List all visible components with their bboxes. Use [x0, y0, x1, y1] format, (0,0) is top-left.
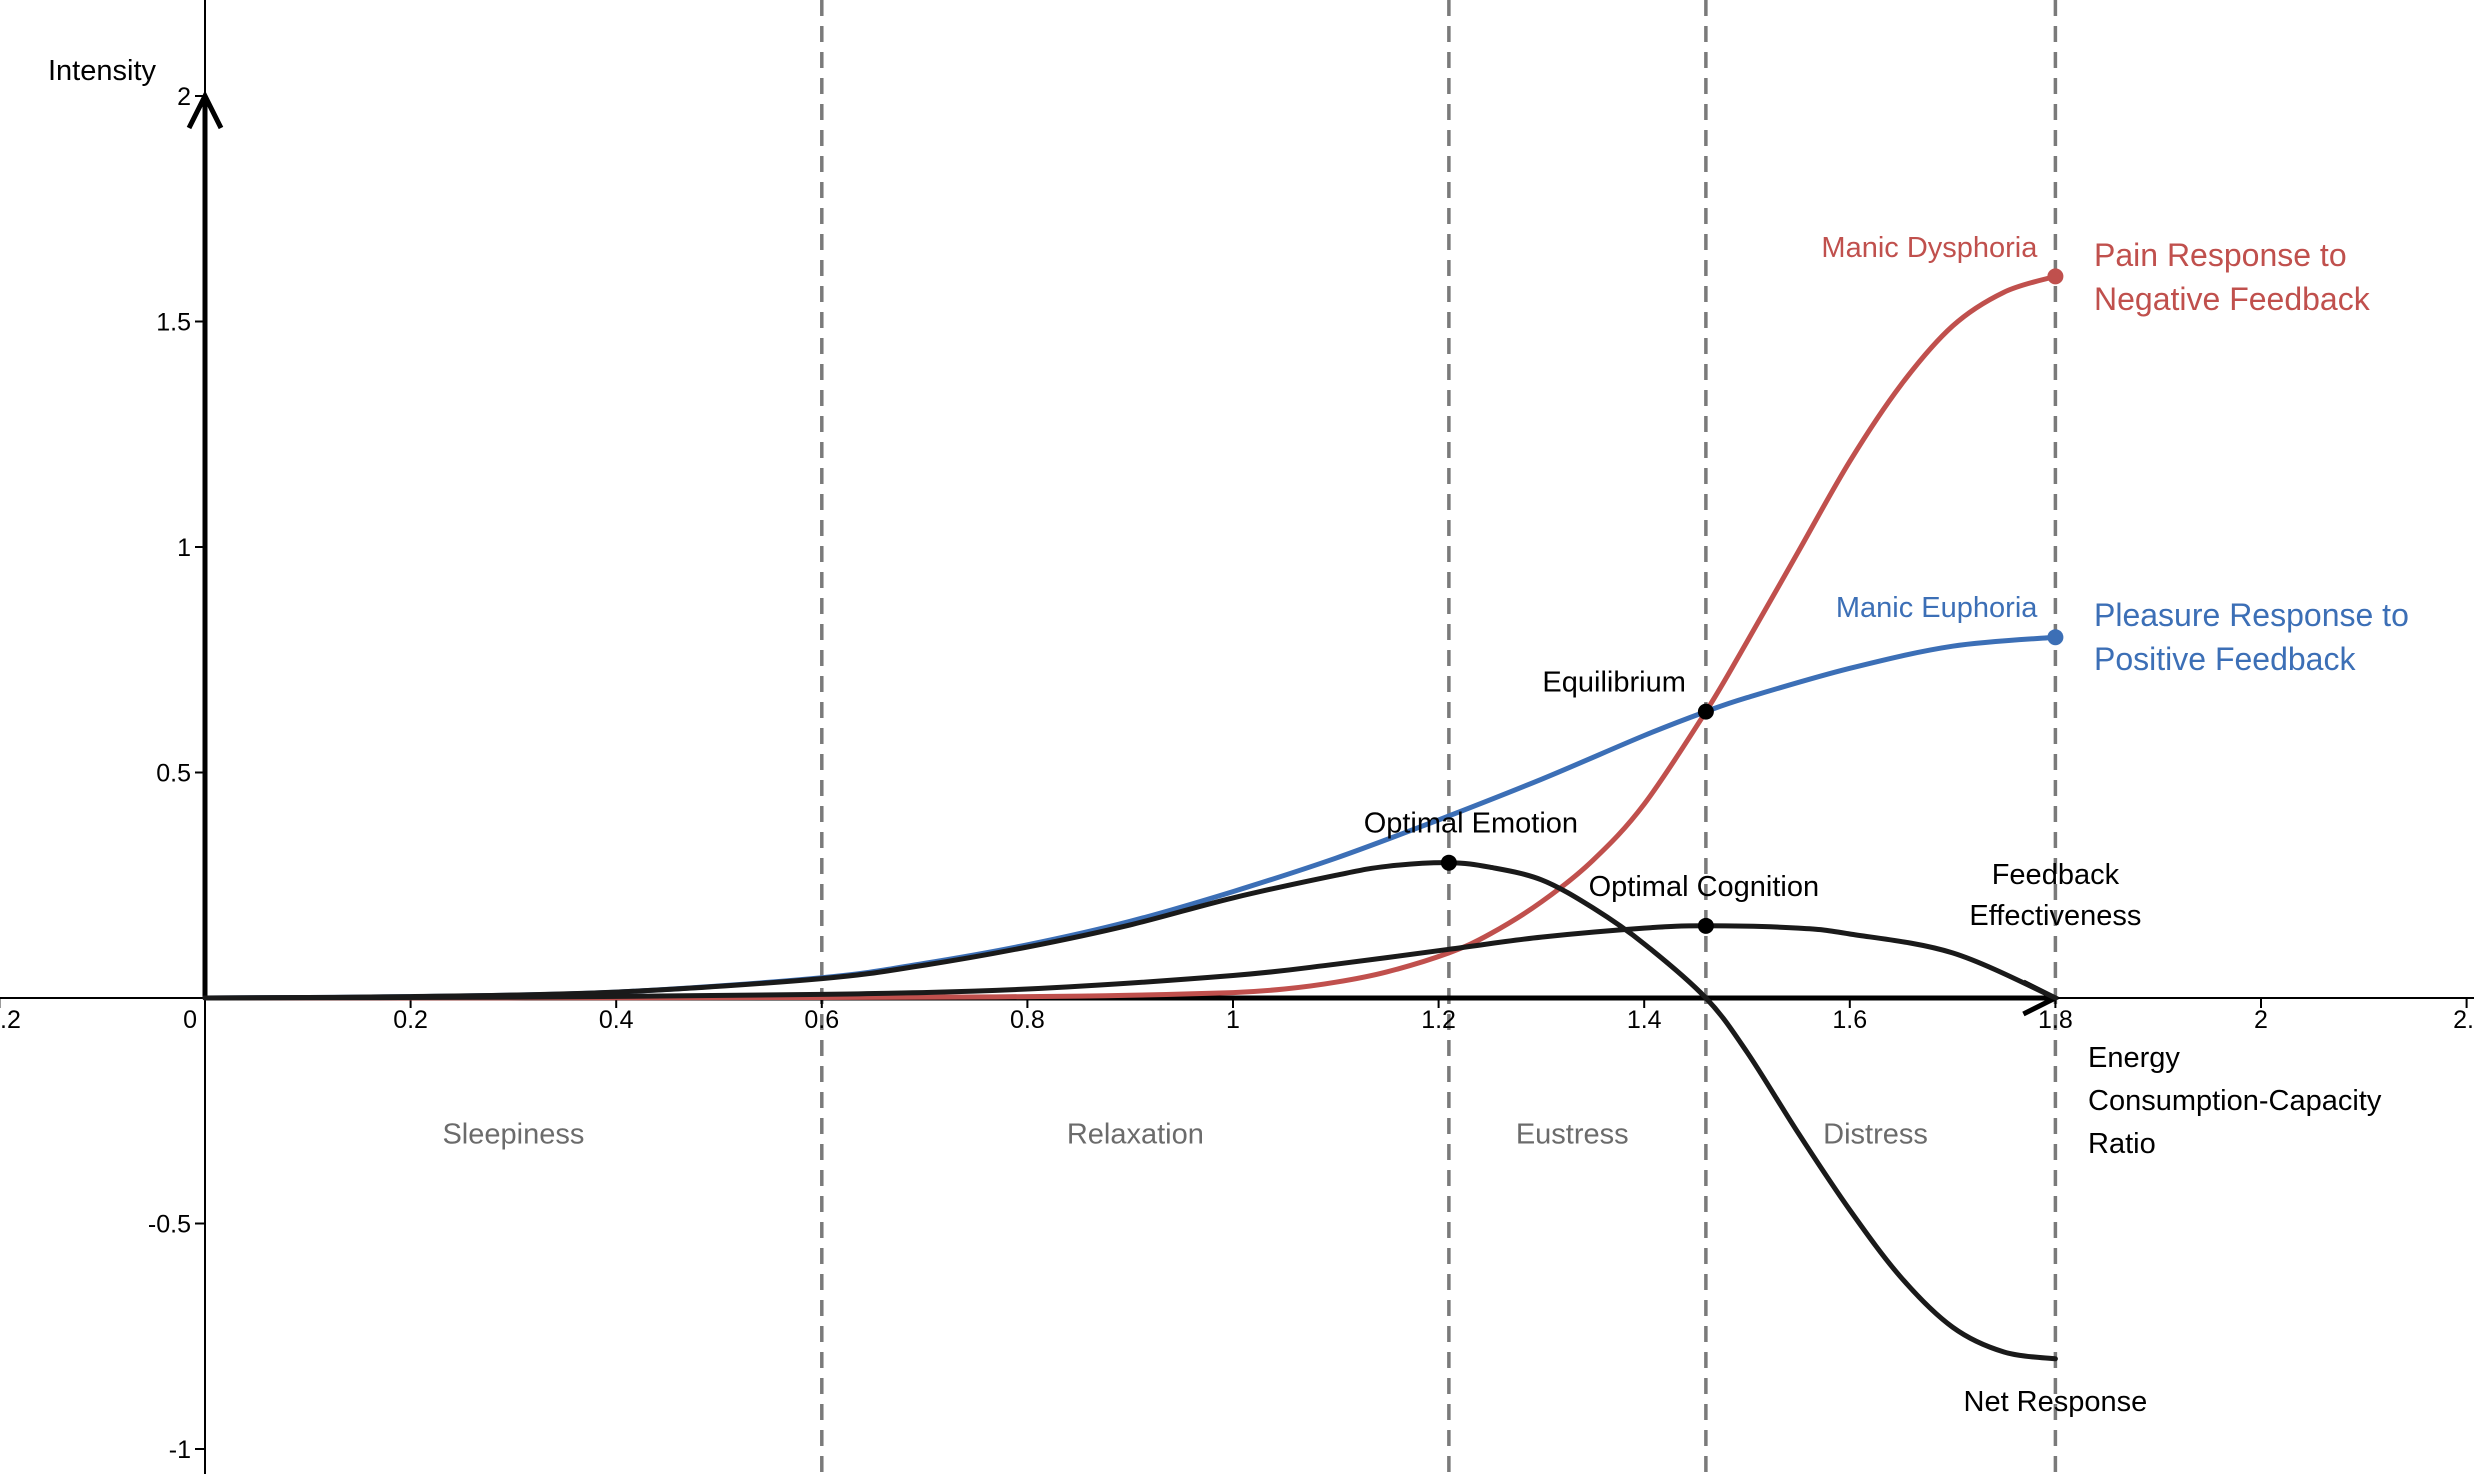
region-label-relaxation: Relaxation	[1067, 1118, 1204, 1150]
chart-labels: Intensity Energy Consumption-Capacity Ratio…	[48, 55, 2409, 1418]
x-tick-label: 0	[183, 1006, 197, 1034]
point-marker-3	[2047, 268, 2064, 285]
y-axis-title: Intensity	[48, 55, 156, 87]
y-tick-label: 2	[177, 83, 191, 111]
x-tick-label: 2.	[2453, 1006, 2474, 1034]
pain-response-line	[202, 273, 2058, 1001]
pleasure-response-line	[202, 634, 2058, 1001]
pain-response-label: Pain Response to	[2094, 237, 2347, 273]
x-tick-label: 0.2	[393, 1006, 428, 1034]
x-tick-label: 1	[1226, 1006, 1240, 1034]
net-response-line	[202, 860, 2058, 1362]
x-tick-label: 0.6	[804, 1006, 839, 1034]
region-label-sleepiness: Sleepiness	[442, 1118, 584, 1150]
pleasure-response-label: Pleasure Response to	[2094, 597, 2409, 633]
x-tick-label: 2	[2254, 1006, 2268, 1034]
x-tick-label: 0.4	[599, 1006, 634, 1034]
annotation-manic-dysphoria: Manic Dysphoria	[1821, 232, 2038, 264]
series-lines	[202, 273, 2058, 1362]
region-label-eustress: Eustress	[1516, 1118, 1629, 1150]
point-marker-4	[2047, 629, 2064, 646]
annotation-optimal-cognition: Optimal Cognition	[1589, 871, 1820, 903]
feedback-effectiveness-label: Feedback	[1992, 859, 2120, 891]
y-tick-label: 1.5	[156, 309, 191, 337]
pleasure-response-label: Positive Feedback	[2094, 641, 2356, 677]
net-response-label: Net Response	[1964, 1386, 2148, 1418]
x-tick-label: 1.6	[1832, 1006, 1867, 1034]
annotation-equilibrium: Equilibrium	[1542, 667, 1685, 699]
region-label-distress: Distress	[1823, 1118, 1928, 1150]
point-marker-0	[1697, 703, 1714, 720]
point-marker-2	[1697, 917, 1714, 934]
y-tick-label: 1	[177, 534, 191, 562]
x-tick-label: .2	[0, 1006, 21, 1034]
pain-response-label: Negative Feedback	[2094, 281, 2371, 317]
y-tick-label: -0.5	[148, 1211, 191, 1239]
annotation-optimal-emotion: Optimal Emotion	[1364, 808, 1578, 840]
x-tick-label: 1.4	[1627, 1006, 1662, 1034]
x-axis-title-line: Ratio	[2088, 1128, 2156, 1160]
x-tick-label: 0.8	[1010, 1006, 1045, 1034]
y-tick-label: -1	[169, 1436, 191, 1464]
x-tick-label: 1.8	[2038, 1006, 2073, 1034]
key-points	[1440, 268, 2064, 934]
feedback-effectiveness-label: Effectiveness	[1969, 900, 2141, 932]
x-axis-title-line: Consumption-Capacity	[2088, 1085, 2382, 1117]
point-marker-1	[1440, 854, 1457, 871]
x-tick-label: 1.2	[1421, 1006, 1456, 1034]
y-tick-label: 0.5	[156, 760, 191, 788]
region-dividers	[820, 0, 2058, 1474]
annotation-manic-euphoria: Manic Euphoria	[1836, 592, 2038, 624]
x-axis-title-line: Energy	[2088, 1042, 2180, 1074]
feedback-effectiveness-line	[202, 923, 2058, 1001]
